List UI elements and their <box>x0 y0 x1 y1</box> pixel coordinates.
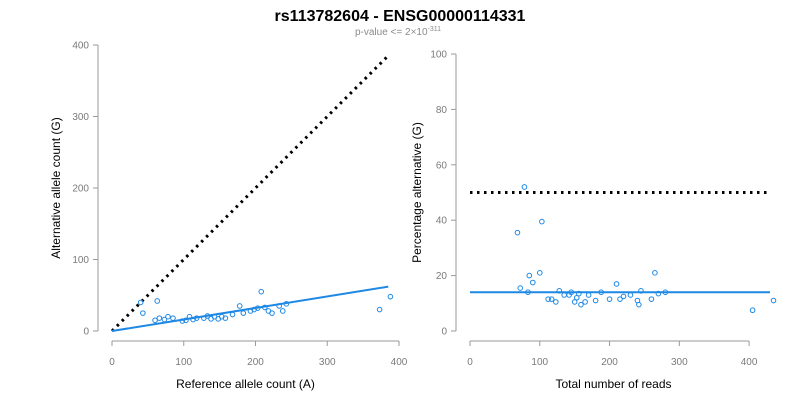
data-point <box>170 315 176 321</box>
data-point <box>161 316 168 323</box>
data-point <box>179 318 186 324</box>
data-point <box>749 307 756 314</box>
data-point <box>140 310 146 316</box>
data-point <box>617 296 623 302</box>
data-point <box>156 315 163 321</box>
data-point <box>561 292 567 298</box>
data-point <box>536 270 543 276</box>
data-point <box>240 310 247 316</box>
data-point <box>514 229 521 236</box>
data-point <box>254 305 261 311</box>
percentage-alternative-scatter-panel: 0 100 200 300 400 0 20 40 60 80 100 Total number of… <box>410 50 777 391</box>
data-point <box>236 303 243 309</box>
data-point <box>229 311 236 318</box>
data-point <box>376 306 383 313</box>
x-tick-label: 100 <box>531 357 548 368</box>
data-point <box>568 289 574 296</box>
data-point <box>613 281 620 287</box>
y-axis-label: Percentage alternative (G) <box>410 122 424 263</box>
x-axis-label: Total number of reads <box>555 377 671 391</box>
y-tick-label: 200 <box>72 184 89 195</box>
data-point <box>283 301 290 307</box>
data-point <box>627 292 634 298</box>
data-point <box>545 296 551 302</box>
y-tick-label: 40 <box>436 216 448 227</box>
data-point <box>193 315 200 321</box>
data-point <box>648 296 655 302</box>
data-point <box>620 293 627 300</box>
data-point <box>539 218 545 225</box>
data-point <box>152 317 158 324</box>
y-tick-label: 100 <box>72 255 89 266</box>
chart-subtitle: p-value <= 2×10-311 <box>355 26 441 38</box>
x-tick-label: 0 <box>467 357 473 368</box>
x-tick-label: 200 <box>601 357 618 368</box>
data-point <box>279 308 286 314</box>
chart-title: rs113782604 - ENSG00000114331 <box>275 8 526 25</box>
data-point <box>258 288 265 295</box>
x-tick-label: 300 <box>671 357 688 368</box>
data-point <box>655 290 662 297</box>
data-point <box>526 272 533 279</box>
data-point <box>525 289 531 296</box>
subtitle-exponent: -311 <box>428 26 442 33</box>
data-point <box>137 299 144 306</box>
data-point <box>636 301 642 308</box>
data-point <box>222 315 229 321</box>
y-tick-label: 0 <box>441 327 447 338</box>
y-tick-label: 20 <box>436 271 448 282</box>
y-tick-label: 0 <box>83 327 89 338</box>
data-point <box>652 270 658 276</box>
data-point <box>553 299 559 305</box>
x-tick-label: 0 <box>109 357 115 368</box>
y-tick-label: 60 <box>436 160 448 171</box>
x-tick-label: 400 <box>741 357 758 368</box>
data-point <box>154 298 161 304</box>
data-point <box>548 296 555 302</box>
y-tick-label: 400 <box>72 41 89 52</box>
x-tick-label: 300 <box>319 357 336 368</box>
data-point <box>276 303 282 309</box>
data-point <box>269 310 275 316</box>
data-point <box>529 279 536 286</box>
data-point <box>662 289 669 296</box>
data-point <box>186 313 193 320</box>
reference-dotted-line <box>110 54 390 333</box>
data-point <box>165 313 171 320</box>
subtitle-text: p-value <= 2×10 <box>355 27 428 38</box>
x-tick-label: 200 <box>247 357 264 368</box>
data-point <box>598 289 604 296</box>
allele-count-scatter-panel: 0 100 200 300 400 0 100 200 300 400 Reference alle… <box>49 41 408 392</box>
data-point <box>606 296 613 302</box>
y-tick-label: 100 <box>430 50 447 61</box>
data-point <box>582 299 588 305</box>
data-point <box>517 285 524 291</box>
data-point <box>578 301 584 308</box>
x-axis-label: Reference allele count (A) <box>176 377 315 391</box>
data-point <box>387 293 394 300</box>
y-tick-label: 80 <box>436 105 448 116</box>
data-point <box>556 288 563 294</box>
data-point <box>770 297 777 304</box>
x-tick-label: 100 <box>175 357 192 368</box>
y-axis-label: Alternative allele count (G) <box>49 117 63 258</box>
data-point <box>521 184 528 190</box>
data-point <box>585 292 592 298</box>
data-point <box>592 297 599 304</box>
data-point <box>576 290 582 297</box>
data-point <box>183 317 189 324</box>
y-tick-label: 300 <box>72 112 89 123</box>
data-point <box>204 313 211 319</box>
x-tick-label: 400 <box>391 357 408 368</box>
data-point <box>262 304 268 311</box>
data-point <box>638 288 644 294</box>
